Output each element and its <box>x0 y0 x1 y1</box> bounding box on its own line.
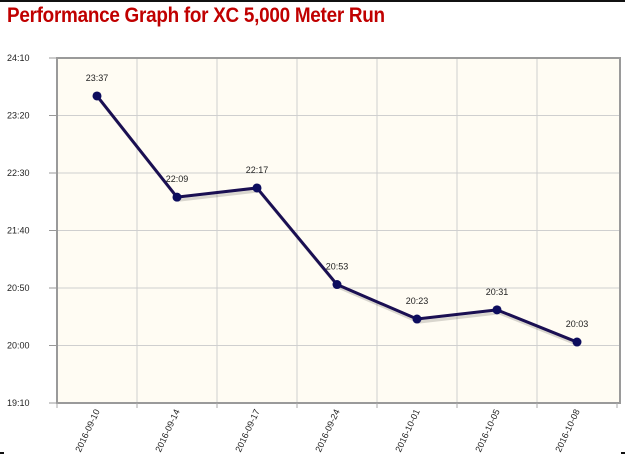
data-point <box>492 305 502 315</box>
y-tick-label: 20:50 <box>7 283 30 293</box>
data-point <box>332 280 342 290</box>
x-tick-label: 2016-09-24 <box>313 408 342 454</box>
data-point <box>252 183 262 193</box>
x-tick-label: 2016-10-08 <box>553 408 582 454</box>
y-tick-label: 20:00 <box>7 341 30 351</box>
y-tick-label: 24:10 <box>7 53 30 63</box>
data-label: 22:09 <box>166 174 189 184</box>
data-label: 20:23 <box>406 296 429 306</box>
y-tick-label: 23:20 <box>7 111 30 121</box>
y-tick-label: 22:30 <box>7 168 30 178</box>
data-label: 20:31 <box>486 287 509 297</box>
y-tick-label: 21:40 <box>7 226 30 236</box>
x-tick-label: 2016-10-05 <box>473 408 502 454</box>
plot-border <box>56 57 621 404</box>
x-tick-label: 2016-09-10 <box>73 408 102 454</box>
page-title: Performance Graph for XC 5,000 Meter Run <box>7 4 385 27</box>
data-point <box>412 314 422 324</box>
y-tick-label: 19:10 <box>7 398 30 408</box>
data-label: 20:53 <box>326 262 349 272</box>
data-label: 23:37 <box>86 73 109 83</box>
data-point <box>172 192 182 202</box>
data-point <box>572 337 582 347</box>
x-tick-label: 2016-09-17 <box>233 408 262 454</box>
data-point <box>92 91 102 101</box>
top-border <box>0 0 625 2</box>
data-label: 20:03 <box>566 319 589 329</box>
data-label: 22:17 <box>246 165 269 175</box>
x-tick-label: 2016-09-14 <box>153 408 182 454</box>
x-tick-label: 2016-10-01 <box>393 408 422 454</box>
